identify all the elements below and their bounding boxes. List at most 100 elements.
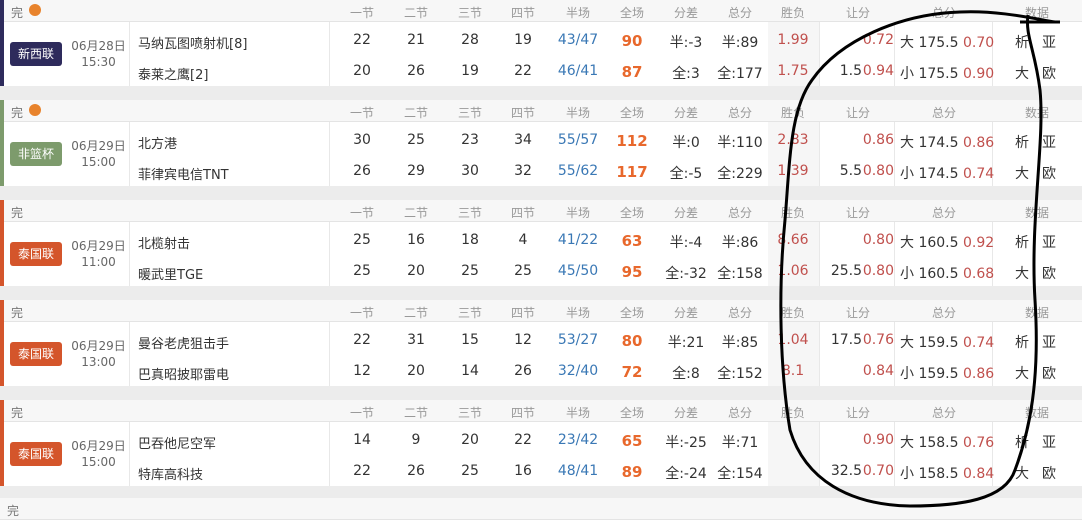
- data-link-2[interactable]: 亚: [1042, 35, 1056, 51]
- match-header: 完 一节 二节 三节 四节 半场 全场 分差 总分 胜负 让分 总分 数据: [4, 400, 1082, 422]
- win-lose-odds[interactable]: 1.06: [777, 263, 809, 279]
- over-under[interactable]: 小 159.5 0.86: [900, 363, 994, 383]
- handicap-odds[interactable]: 0.84: [862, 363, 894, 379]
- handicap-odds[interactable]: 0.94: [862, 63, 894, 79]
- quarter-score: 20: [407, 263, 425, 279]
- data-link-1[interactable]: 析: [1015, 335, 1029, 351]
- team-name-home[interactable]: 北榄射击: [138, 237, 191, 252]
- quarter-score: 16: [514, 463, 532, 479]
- handicap-odds[interactable]: 0.72: [862, 32, 894, 48]
- handicap-odds[interactable]: 0.80: [862, 263, 894, 279]
- ou-odds: 0.86: [963, 366, 995, 382]
- team-name-home[interactable]: 马纳瓦图喷射机[8]: [138, 37, 248, 52]
- team-name-away[interactable]: 巴真昭披耶雷电: [138, 368, 230, 383]
- ou-label: 大: [900, 235, 914, 251]
- quarter-score: 25: [353, 232, 371, 248]
- score-diff: 半:21: [667, 335, 705, 351]
- handicap-odds[interactable]: 0.90: [862, 432, 894, 448]
- column-header-q4: 四节: [510, 6, 535, 20]
- team-name-away[interactable]: 暖武里TGE: [138, 268, 204, 283]
- data-link-1[interactable]: 大: [1015, 266, 1029, 282]
- team-name-away[interactable]: 泰莱之鹰[2]: [138, 68, 209, 83]
- data-link-1[interactable]: 大: [1015, 466, 1029, 482]
- over-under[interactable]: 小 174.5 0.74: [900, 163, 994, 183]
- data-link-2[interactable]: 欧: [1042, 466, 1056, 482]
- column-header-winlose: 胜负: [780, 406, 805, 420]
- league-badge[interactable]: 泰国联: [10, 342, 62, 366]
- data-link-2[interactable]: 欧: [1042, 266, 1056, 282]
- match-time: 11:00: [81, 255, 116, 269]
- league-badge[interactable]: 非篮杯: [10, 142, 62, 166]
- data-link-2[interactable]: 欧: [1042, 66, 1056, 82]
- win-lose-odds[interactable]: 8.66: [777, 232, 809, 248]
- data-link-2[interactable]: 亚: [1042, 235, 1056, 251]
- win-lose-odds[interactable]: 1.04: [777, 332, 809, 348]
- team-name-away[interactable]: 菲律宾电信TNT: [138, 168, 229, 183]
- league-badge[interactable]: 泰国联: [10, 442, 62, 466]
- quarter-score: 20: [461, 432, 479, 448]
- halftime-score: 55/57: [557, 132, 599, 148]
- league-badge[interactable]: 泰国联: [10, 242, 62, 266]
- league-color-bar: [0, 400, 4, 486]
- data-link-2[interactable]: 亚: [1042, 135, 1056, 151]
- data-link-1[interactable]: 大: [1015, 366, 1029, 382]
- quarter-score: 22: [353, 32, 371, 48]
- win-lose-odds[interactable]: 8.1: [781, 363, 805, 379]
- score-diff: 全:-5: [669, 166, 703, 182]
- team-name-away[interactable]: 特库高科技: [138, 468, 204, 483]
- column-header-handicap: 让分: [845, 206, 870, 220]
- match-time: 13:00: [81, 355, 116, 369]
- team-name-home[interactable]: 曼谷老虎狙击手: [138, 337, 230, 352]
- over-under[interactable]: 小 175.5 0.90: [900, 63, 994, 83]
- column-header-diff: 分差: [673, 106, 698, 120]
- match-date: 06月29日: [71, 339, 126, 353]
- win-lose-odds[interactable]: 1.39: [777, 163, 809, 179]
- data-link-1[interactable]: 析: [1015, 35, 1029, 51]
- over-under[interactable]: 大 158.5 0.76: [900, 432, 994, 452]
- data-link-1[interactable]: 析: [1015, 435, 1029, 451]
- data-link-2[interactable]: 欧: [1042, 166, 1056, 182]
- data-link-1[interactable]: 析: [1015, 235, 1029, 251]
- over-under[interactable]: 大 175.5 0.70: [900, 32, 994, 52]
- column-header-total: 总分: [727, 406, 752, 420]
- handicap-odds[interactable]: 0.70: [862, 463, 894, 479]
- halftime-score: 46/41: [557, 63, 599, 79]
- halftime-first: 53: [557, 332, 576, 348]
- data-link-2[interactable]: 欧: [1042, 366, 1056, 382]
- halftime-second: 57: [580, 132, 599, 148]
- halftime-second: 41: [580, 463, 599, 479]
- quarter-score: 20: [407, 363, 425, 379]
- data-link-1[interactable]: 析: [1015, 135, 1029, 151]
- over-under[interactable]: 小 160.5 0.68: [900, 263, 994, 283]
- over-under[interactable]: 大 160.5 0.92: [900, 232, 994, 252]
- data-link-1[interactable]: 大: [1015, 66, 1029, 82]
- score-diff: 半:-4: [669, 235, 703, 251]
- column-header-q1: 一节: [349, 406, 374, 420]
- win-lose-odds[interactable]: 1.99: [777, 32, 809, 48]
- team-name-home[interactable]: 北方港: [138, 137, 178, 152]
- data-link-2[interactable]: 亚: [1042, 435, 1056, 451]
- handicap-odds[interactable]: 0.80: [862, 232, 894, 248]
- over-under[interactable]: 大 159.5 0.74: [900, 332, 994, 352]
- data-link-2[interactable]: 亚: [1042, 335, 1056, 351]
- league-badge[interactable]: 新西联: [10, 42, 62, 66]
- match-date: 06月28日: [71, 39, 126, 53]
- quarter-score: 32: [514, 163, 532, 179]
- ou-line: 175.5: [918, 35, 959, 51]
- full-score: 65: [621, 432, 643, 450]
- column-header-data: 数据: [1024, 306, 1049, 320]
- column-header-handicap: 让分: [845, 106, 870, 120]
- win-lose-odds[interactable]: 1.75: [777, 63, 809, 79]
- win-lose-odds[interactable]: 2.83: [777, 132, 809, 148]
- handicap-odds[interactable]: 0.76: [862, 332, 894, 348]
- total-points: 半:89: [721, 35, 759, 51]
- handicap-odds[interactable]: 0.86: [862, 132, 894, 148]
- quarter-score: 25: [353, 263, 371, 279]
- handicap-line: 17.5: [830, 332, 862, 348]
- match-body: 泰国联 06月29日 13:00 曼谷老虎狙击手 22 31 15 12 53/27 80 半:21…: [4, 322, 1082, 386]
- data-link-1[interactable]: 大: [1015, 166, 1029, 182]
- team-name-home[interactable]: 巴吞他尼空军: [138, 437, 217, 452]
- over-under[interactable]: 小 158.5 0.84: [900, 463, 994, 483]
- over-under[interactable]: 大 174.5 0.86: [900, 132, 994, 152]
- handicap-odds[interactable]: 0.80: [862, 163, 894, 179]
